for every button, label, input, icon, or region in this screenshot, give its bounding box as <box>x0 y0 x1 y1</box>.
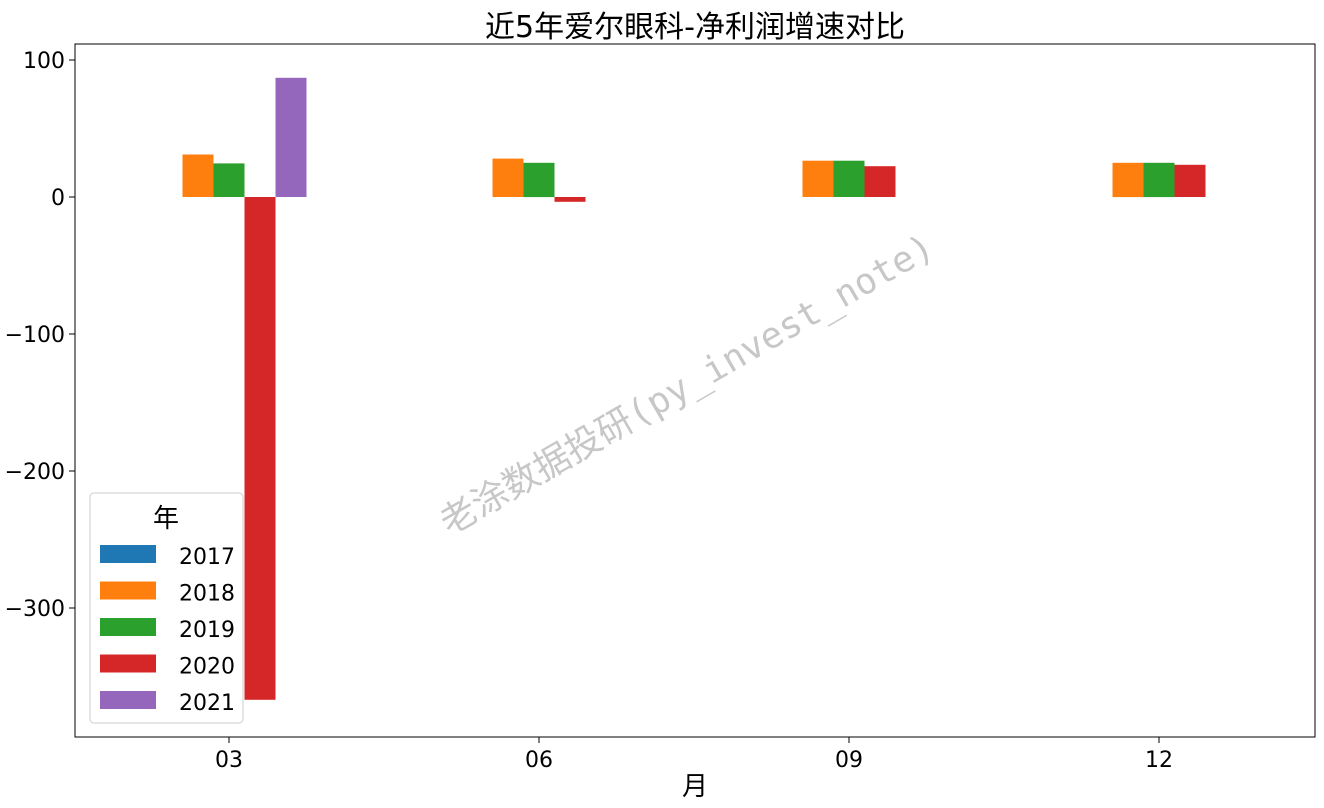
legend-items: 2017 2018 2019 2020 2021 <box>100 545 235 716</box>
bars-group <box>182 77 1206 700</box>
bar-2020-09 <box>864 166 896 197</box>
y-tick-label: 100 <box>23 49 65 74</box>
bar-2019-03 <box>213 163 245 197</box>
bar-2018-12 <box>1112 162 1144 198</box>
bar-2021-03 <box>275 77 307 197</box>
y-tick-label: −100 <box>5 323 65 348</box>
bar-2020-12 <box>1174 164 1206 197</box>
legend-label-2019: 2019 <box>179 618 235 643</box>
watermark: 老涂数据投研(py_invest_note) <box>433 227 941 544</box>
x-tick-label: 09 <box>835 748 863 773</box>
bar-2019-09 <box>833 160 865 197</box>
bar-2019-06 <box>523 162 555 198</box>
y-tick-label: 0 <box>51 186 65 211</box>
chart-title: 近5年爱尔眼科-净利润增速对比 <box>485 10 905 45</box>
x-tick-label: 03 <box>215 748 243 773</box>
y-axis: 100 0 −100 −200 −300 <box>5 49 75 622</box>
x-axis-label: 月 <box>682 772 708 802</box>
legend-label-2021: 2021 <box>179 691 235 716</box>
bar-2018-06 <box>492 158 524 197</box>
legend-label-2018: 2018 <box>179 582 235 607</box>
x-axis: 03 06 09 12 <box>215 737 1173 773</box>
bar-2020-03 <box>244 197 276 700</box>
legend-swatch-2020 <box>100 654 156 673</box>
x-tick-label: 06 <box>525 748 553 773</box>
y-tick-label: −200 <box>5 460 65 485</box>
plot-frame <box>74 43 1316 738</box>
legend-swatch-2017 <box>100 545 156 563</box>
legend: 年 2017 2018 2019 2020 2021 <box>89 492 244 724</box>
y-tick-label: −300 <box>5 597 65 622</box>
bar-2019-12 <box>1143 162 1175 198</box>
legend-swatch-2018 <box>100 581 156 600</box>
x-tick-label: 12 <box>1145 748 1173 773</box>
legend-label-2017: 2017 <box>179 545 235 570</box>
bar-2018-09 <box>802 160 834 197</box>
legend-title: 年 <box>153 504 179 534</box>
bar-2018-03 <box>182 154 214 197</box>
legend-swatch-2019 <box>100 618 156 636</box>
legend-label-2020: 2020 <box>179 655 235 680</box>
bar-2020-06 <box>554 197 586 202</box>
legend-swatch-2021 <box>100 691 156 709</box>
